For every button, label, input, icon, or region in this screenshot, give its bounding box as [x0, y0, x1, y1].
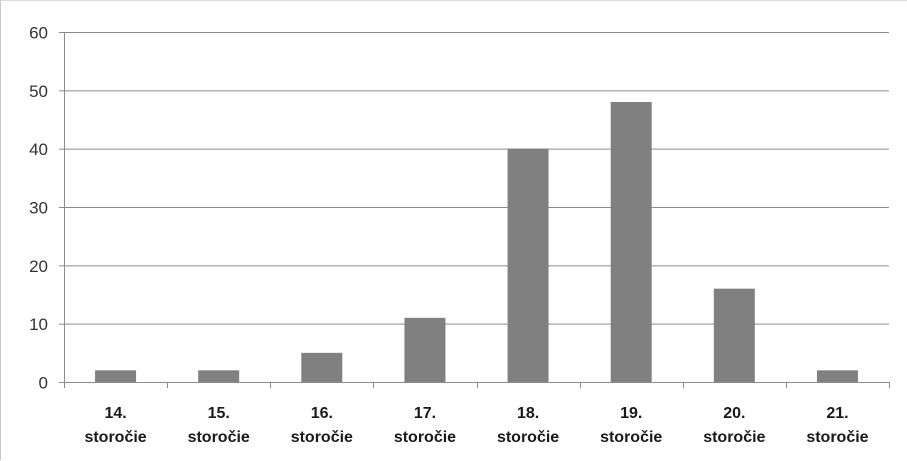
x-tick-label: 19. storočie	[600, 405, 662, 446]
x-tick-label-line: storočie	[703, 429, 765, 446]
axes	[64, 32, 890, 388]
gridlines	[64, 32, 889, 325]
x-tick-label-line: 19.	[620, 405, 642, 422]
bar	[610, 102, 652, 382]
x-tick-label-line: storočie	[394, 429, 456, 446]
x-tick-label: 16. storočie	[291, 405, 353, 446]
x-axis-labels: 14. storočie 15. storočie 16. storočie 17. stor…	[84, 405, 868, 446]
bar	[713, 288, 755, 382]
y-tick-label: 50	[29, 82, 48, 101]
x-tick-label-line: storočie	[84, 429, 146, 446]
bars	[95, 102, 858, 382]
x-tick-label-line: storočie	[497, 429, 559, 446]
x-tick-label-line: storočie	[600, 429, 662, 446]
x-tick-label: 15. storočie	[188, 405, 250, 446]
bar	[198, 370, 240, 382]
bar	[507, 148, 549, 382]
x-tick-label: 17. storočie	[394, 405, 456, 446]
x-tick-label-line: 18.	[517, 405, 539, 422]
bar	[301, 352, 343, 382]
y-tick-label: 0	[39, 374, 48, 393]
x-tick-label: 21. storočie	[806, 405, 868, 446]
bar	[95, 370, 137, 382]
y-tick-label: 10	[29, 315, 48, 334]
y-tick-label: 20	[29, 257, 48, 276]
x-tick-label-line: 16.	[311, 405, 333, 422]
x-tick-label: 18. storočie	[497, 405, 559, 446]
x-tick-label-line: 14.	[104, 405, 126, 422]
bar	[404, 317, 446, 382]
y-tick-label: 40	[29, 140, 48, 159]
x-tick-label-line: storočie	[291, 429, 353, 446]
x-tick-label-line: 20.	[723, 405, 745, 422]
y-tick-label: 30	[29, 199, 48, 218]
y-axis-ticks: 0 10 20 30 40 50 60	[29, 24, 64, 393]
x-tick-label-line: 15.	[208, 405, 230, 422]
x-tick-label-line: storočie	[188, 429, 250, 446]
x-tick-label-line: 21.	[826, 405, 848, 422]
x-tick-label: 14. storočie	[84, 405, 146, 446]
x-tick-label-line: 17.	[414, 405, 436, 422]
x-tick-label: 20. storočie	[703, 405, 765, 446]
x-tick-label-line: storočie	[806, 429, 868, 446]
bar	[816, 370, 858, 382]
y-tick-label: 60	[29, 24, 48, 43]
